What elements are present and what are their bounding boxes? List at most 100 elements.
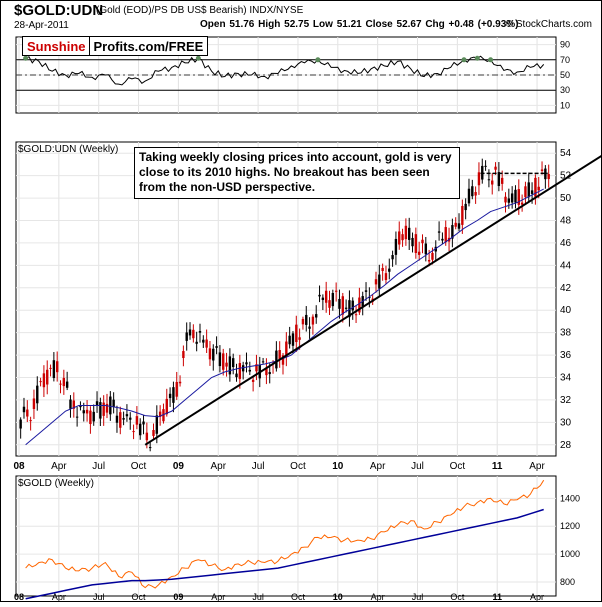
candle-body <box>301 318 305 325</box>
rsi-tick-label: 30 <box>560 85 570 95</box>
candle-body <box>537 186 540 191</box>
candle-body <box>119 412 122 428</box>
x-tick-label-gold: 08 <box>14 592 24 602</box>
candle-body <box>49 367 52 369</box>
candle-body <box>155 415 159 434</box>
main-tick-label: 44 <box>560 260 572 271</box>
candle-body <box>79 405 82 408</box>
candle-body <box>374 279 378 285</box>
candle-body <box>231 358 235 368</box>
candle-body <box>69 399 72 409</box>
candle-body <box>112 399 115 407</box>
x-tick-label-gold: Jul <box>252 592 264 602</box>
candle-body <box>175 381 178 397</box>
x-tick-label-gold: 10 <box>333 592 343 602</box>
gold-tick-label: 1200 <box>560 521 580 531</box>
gold-tick-label: 1000 <box>560 549 580 559</box>
candle-body <box>354 314 358 316</box>
candle-body <box>437 231 441 233</box>
candle-body <box>404 225 408 240</box>
rsi-overbought-mark <box>195 55 201 61</box>
x-tick-label-main: 08 <box>13 461 25 472</box>
candle-body <box>225 362 228 367</box>
candle-body <box>484 165 487 167</box>
candle-body <box>540 169 544 171</box>
candle-body <box>315 314 318 318</box>
candle-body <box>109 396 112 415</box>
candle-body <box>524 186 527 198</box>
candle-body <box>36 385 39 404</box>
candle-body <box>491 180 494 185</box>
candle-body <box>22 406 26 413</box>
main-panel-label: $GOLD:UDN (Weekly) <box>18 144 118 155</box>
candle-body <box>129 417 132 420</box>
candle-body <box>298 337 301 340</box>
candle-body <box>318 294 321 297</box>
candle-body <box>305 314 308 325</box>
candle-body <box>467 188 471 204</box>
candle-body <box>265 367 268 376</box>
candle-body <box>275 350 278 369</box>
candle-body <box>417 251 421 255</box>
candle-body <box>145 432 149 441</box>
candle-body <box>228 356 232 375</box>
candle-body <box>92 411 95 422</box>
main-tick-label: 46 <box>560 238 572 249</box>
candle-body <box>241 365 245 372</box>
candle-body <box>324 290 328 303</box>
main-tick-label: 28 <box>560 440 572 451</box>
chart-description: (Gold (EOD)/PS DB US$ Bearish) INDX/NYSE <box>96 5 304 16</box>
candle-body <box>331 292 335 307</box>
candle-body <box>414 234 418 253</box>
candle-body <box>510 193 514 203</box>
candle-body <box>308 326 311 329</box>
candle-body <box>188 329 192 336</box>
x-tick-label-gold: Oct <box>450 592 465 602</box>
x-tick-label-main: 10 <box>332 461 344 472</box>
candle-body <box>444 227 447 243</box>
candle-body <box>434 246 437 252</box>
candle-body <box>115 415 119 423</box>
rsi-overbought-mark <box>315 57 321 63</box>
x-tick-label-main: Apr <box>529 461 545 472</box>
candle-body <box>431 252 434 260</box>
candle-body <box>248 369 252 372</box>
candle-body <box>348 300 351 318</box>
candle-body <box>59 383 62 385</box>
candle-body <box>99 402 102 419</box>
candle-body <box>139 423 142 436</box>
x-tick-label-main: Apr <box>51 461 67 472</box>
candle-body <box>29 420 32 422</box>
candle-body <box>378 274 381 289</box>
main-tick-label: 42 <box>560 283 572 294</box>
candle-body <box>344 307 348 309</box>
x-tick-label-main: Apr <box>370 461 386 472</box>
candle-body <box>142 421 145 425</box>
gold-moving-average <box>25 508 544 600</box>
candle-body <box>530 190 534 194</box>
candle-body <box>195 341 198 344</box>
candle-body <box>381 267 384 272</box>
support-trendline <box>144 154 602 446</box>
candle-body <box>520 202 524 205</box>
main-panel-frame <box>15 141 557 457</box>
rsi-tick-label: 90 <box>560 40 570 50</box>
candle-body <box>261 361 265 363</box>
candle-body <box>291 333 295 346</box>
candle-body <box>351 300 354 311</box>
candle-body <box>205 339 208 348</box>
candle-body <box>358 297 361 313</box>
candle-body <box>182 351 185 359</box>
chart-date: 28-Apr-2011 <box>14 20 69 31</box>
candle-body <box>494 166 497 170</box>
candle-body <box>89 410 92 425</box>
candle-body <box>215 346 218 348</box>
candle-body <box>341 296 344 315</box>
rsi-tick-label: 70 <box>560 55 570 65</box>
candle-body <box>168 393 172 399</box>
candle-body <box>148 447 152 449</box>
x-tick-label-main: Oct <box>131 461 147 472</box>
x-tick-label-gold: Apr <box>52 592 66 602</box>
candle-body <box>235 373 238 378</box>
candle-body <box>255 364 258 372</box>
